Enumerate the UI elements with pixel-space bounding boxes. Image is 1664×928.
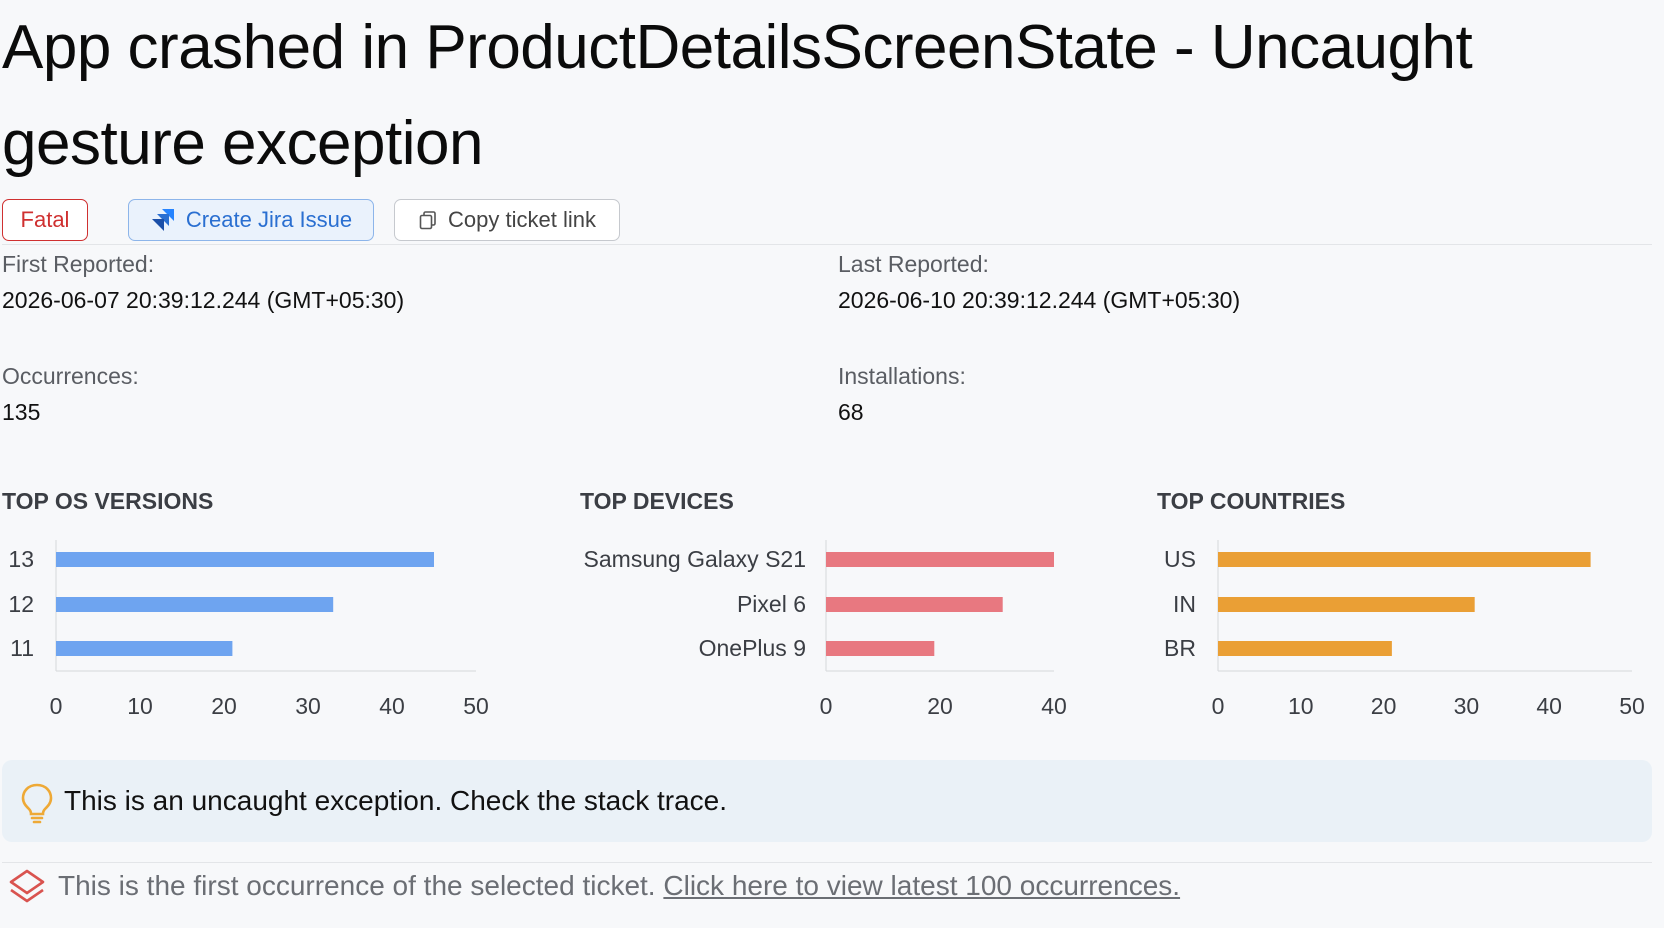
category-label: 12 <box>8 591 34 617</box>
tick-label: 0 <box>820 693 833 719</box>
category-label: IN <box>1173 591 1196 617</box>
footer-text: This is the first occurrence of the sele… <box>58 870 656 901</box>
tick-label: 10 <box>1288 693 1314 719</box>
category-label: Pixel 6 <box>737 591 806 617</box>
lightbulb-icon <box>21 783 53 824</box>
hint-text: This is an uncaught exception. Check the… <box>64 785 728 816</box>
devices-title: TOP DEVICES <box>580 488 734 514</box>
tick-label: 40 <box>1041 693 1067 719</box>
installations-value: 68 <box>838 399 864 425</box>
countries-title: TOP COUNTRIES <box>1157 488 1346 514</box>
tick-label: 20 <box>211 693 237 719</box>
bar <box>1218 641 1392 656</box>
footer-note: This is the first occurrence of the sele… <box>58 870 1180 902</box>
category-label: OnePlus 9 <box>699 635 806 661</box>
last-reported-label: Last Reported: <box>838 251 989 277</box>
bar <box>1218 552 1591 567</box>
tick-label: 20 <box>1371 693 1397 719</box>
view-latest-occurrences-link[interactable]: Click here to view latest 100 occurrence… <box>663 870 1181 901</box>
fatal-label: Fatal <box>20 207 70 232</box>
last-reported-value: 2026-06-10 20:39:12.244 (GMT+05:30) <box>838 287 1241 313</box>
os-versions-title: TOP OS VERSIONS <box>2 488 214 514</box>
header-divider <box>2 244 1652 245</box>
tick-label: 30 <box>1454 693 1480 719</box>
category-label: BR <box>1164 635 1196 661</box>
layers-icon <box>9 869 45 903</box>
jira-button-label: Create Jira Issue <box>185 207 353 232</box>
bar <box>826 597 1003 612</box>
occurrences-value: 135 <box>2 399 41 425</box>
tick-label: 50 <box>463 693 489 719</box>
footer-divider <box>2 862 1652 863</box>
os-versions-chart: 13 12 11 0 10 20 30 40 50 <box>8 540 489 719</box>
countries-chart: US IN BR 0 10 20 30 40 50 <box>1164 540 1645 719</box>
first-reported-value: 2026-06-07 20:39:12.244 (GMT+05:30) <box>2 287 405 313</box>
first-reported-label: First Reported: <box>2 251 155 277</box>
bar <box>56 597 334 612</box>
tick-label: 40 <box>379 693 405 719</box>
devices-chart: Samsung Galaxy S21 Pixel 6 OnePlus 9 0 20 40 <box>584 540 1067 719</box>
bar <box>826 641 935 656</box>
bar <box>826 552 1054 567</box>
occurrences-label: Occurrences: <box>2 363 139 389</box>
copy-icon <box>419 211 436 230</box>
copy-ticket-link-button[interactable]: Copy ticket link <box>394 199 620 241</box>
tick-label: 20 <box>927 693 953 719</box>
category-label: 11 <box>10 635 34 661</box>
category-label: 13 <box>8 546 34 572</box>
bar <box>56 552 434 567</box>
copy-button-label: Copy ticket link <box>448 207 596 232</box>
category-label: US <box>1164 546 1196 572</box>
tick-label: 10 <box>127 693 153 719</box>
tick-label: 0 <box>50 693 63 719</box>
tick-label: 50 <box>1619 693 1645 719</box>
page-title: App crashed in ProductDetailsScreenState… <box>2 13 1473 178</box>
bar <box>56 641 233 656</box>
tick-label: 0 <box>1212 693 1225 719</box>
fatal-badge: Fatal <box>2 199 88 241</box>
bar <box>1218 597 1475 612</box>
hint-banner: This is an uncaught exception. Check the… <box>2 760 1652 842</box>
tick-label: 30 <box>295 693 321 719</box>
tick-label: 40 <box>1536 693 1562 719</box>
create-jira-issue-button[interactable]: Create Jira Issue <box>128 199 374 241</box>
jira-icon <box>151 209 174 231</box>
category-label: Samsung Galaxy S21 <box>584 546 806 572</box>
installations-label: Installations: <box>838 363 966 389</box>
